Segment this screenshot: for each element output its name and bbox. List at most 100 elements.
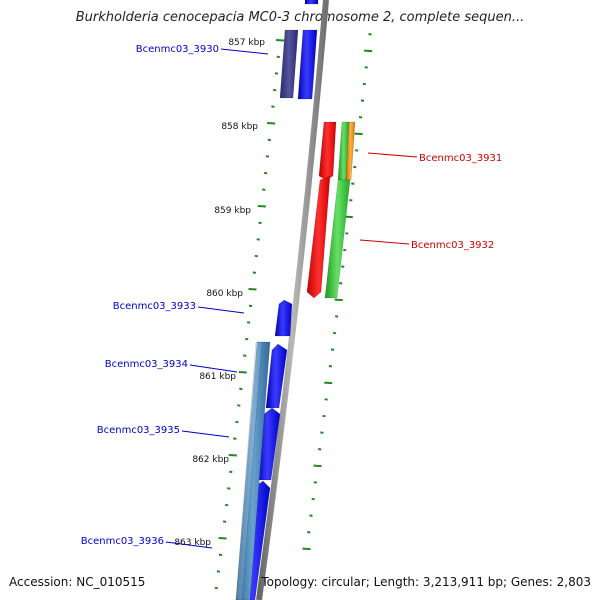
- tick-mark: [302, 547, 311, 551]
- tick-mark: [246, 321, 251, 324]
- tick-mark: [324, 381, 333, 385]
- tick-mark: [344, 215, 353, 219]
- tick-mark: [228, 454, 237, 457]
- tick-mark: [245, 337, 249, 341]
- tick-mark: [239, 387, 243, 391]
- gene-leader-line: [189, 364, 238, 373]
- tick-mark: [345, 232, 349, 235]
- gene-leader-line: [181, 430, 230, 438]
- tick-mark: [351, 182, 355, 185]
- chromosome-backbone: [256, 0, 329, 600]
- tick-mark: [233, 437, 237, 440]
- topology-text: Topology: circular; Length: 3,213,911 bp…: [261, 575, 591, 589]
- tick-mark: [262, 188, 266, 191]
- tick-mark: [368, 33, 372, 36]
- gene-label[interactable]: Bcenmc03_3933: [113, 301, 196, 312]
- tick-mark: [263, 171, 268, 175]
- tick-mark: [214, 586, 218, 590]
- ruler-label: 858 kbp: [221, 122, 258, 132]
- tick-mark: [362, 82, 367, 86]
- tick-mark: [265, 155, 270, 158]
- ruler-label: 862 kbp: [192, 455, 229, 465]
- gene-leader-line: [165, 541, 213, 549]
- gene-leader-line: [367, 152, 418, 158]
- gene-label[interactable]: Bcenmc03_3932: [411, 240, 494, 251]
- gene-bar-3930-feature[interactable]: [279, 29, 299, 99]
- tick-mark: [235, 420, 239, 424]
- tick-mark: [237, 404, 241, 407]
- gene-feature-steel[interactable]: [235, 341, 271, 600]
- tick-mark: [311, 497, 315, 501]
- tick-mark: [313, 481, 318, 484]
- tick-mark: [358, 116, 363, 119]
- gene-features[interactable]: [235, 0, 356, 600]
- tick-mark: [227, 487, 231, 490]
- map-title: Burkholderia cenocepacia MC0-3 chromosom…: [75, 10, 525, 25]
- tick-mark: [332, 331, 337, 335]
- gene-label[interactable]: Bcenmc03_3936: [81, 536, 164, 547]
- gene-arrow-3932[interactable]: [306, 175, 331, 299]
- tick-mark: [216, 570, 221, 573]
- ruler-label: 861 kbp: [199, 372, 236, 382]
- tick-mark: [267, 122, 276, 125]
- ruler-label: 859 kbp: [214, 206, 251, 216]
- gene-arrow-3934[interactable]: [265, 343, 288, 409]
- tick-mark: [307, 531, 311, 534]
- tick-mark: [313, 464, 322, 468]
- gene-feature-highlight[interactable]: [235, 341, 263, 600]
- ruler-labels: 857 kbp 858 kbp 859 kbp 860 kbp 861 kbp 862 k…: [174, 38, 265, 548]
- tick-mark: [334, 315, 339, 318]
- tick-mark: [229, 470, 233, 474]
- tick-mark: [355, 149, 359, 152]
- tick-mark: [222, 520, 227, 523]
- gene-label[interactable]: Bcenmc03_3935: [97, 425, 180, 436]
- tick-mark: [218, 537, 227, 540]
- gene-bar-3930[interactable]: [297, 29, 318, 100]
- tick-mark: [273, 88, 277, 92]
- tick-mark: [353, 165, 357, 169]
- ruler-label: 860 kbp: [206, 289, 243, 299]
- tick-mark: [343, 248, 347, 252]
- gene-label[interactable]: Bcenmc03_3930: [136, 44, 219, 55]
- tick-mark: [349, 199, 353, 202]
- gene-arrow-3931[interactable]: [318, 121, 337, 181]
- tick-mark: [274, 72, 279, 75]
- tick-mark: [218, 553, 223, 557]
- tick-mark: [339, 282, 343, 285]
- tick-mark: [238, 371, 247, 374]
- tick-mark: [256, 238, 260, 241]
- tick-mark: [248, 304, 253, 308]
- tick-mark: [275, 39, 285, 42]
- gene-label[interactable]: Bcenmc03_3931: [419, 153, 502, 164]
- gene-feature-3931-alt[interactable]: [345, 121, 356, 181]
- ruler-label: 857 kbp: [228, 38, 265, 48]
- tick-mark: [225, 503, 229, 507]
- tick-mark: [271, 105, 275, 108]
- tick-mark: [328, 365, 333, 368]
- tick-mark: [341, 265, 345, 268]
- tick-mark: [267, 138, 271, 142]
- gene-leader-line: [359, 239, 410, 245]
- gene-arrow[interactable]: [304, 0, 319, 5]
- tick-mark: [330, 348, 335, 351]
- gene-leader-line: [197, 306, 245, 314]
- tick-mark: [364, 49, 373, 53]
- tick-mark: [360, 99, 365, 102]
- accession-text: Accession: NC_010515: [9, 575, 146, 589]
- gene-labels[interactable]: Bcenmc03_3930 Bcenmc03_3931 Bcenmc03_3932 B…: [81, 44, 503, 549]
- tick-mark: [243, 354, 247, 357]
- tick-mark: [354, 132, 363, 136]
- tick-mark: [276, 55, 280, 59]
- tick-mark: [322, 414, 326, 418]
- gene-label[interactable]: Bcenmc03_3934: [105, 359, 188, 370]
- tick-mark: [324, 398, 328, 401]
- tick-mark: [364, 66, 368, 69]
- ruler-label: 863 kbp: [174, 538, 211, 548]
- tick-mark: [334, 298, 343, 302]
- gene-arrow-3933[interactable]: [274, 299, 293, 337]
- gene-feature-3932[interactable]: [324, 179, 351, 299]
- gene-leader-line: [220, 48, 269, 55]
- tick-mark: [318, 448, 322, 451]
- tick-marks: [214, 33, 373, 590]
